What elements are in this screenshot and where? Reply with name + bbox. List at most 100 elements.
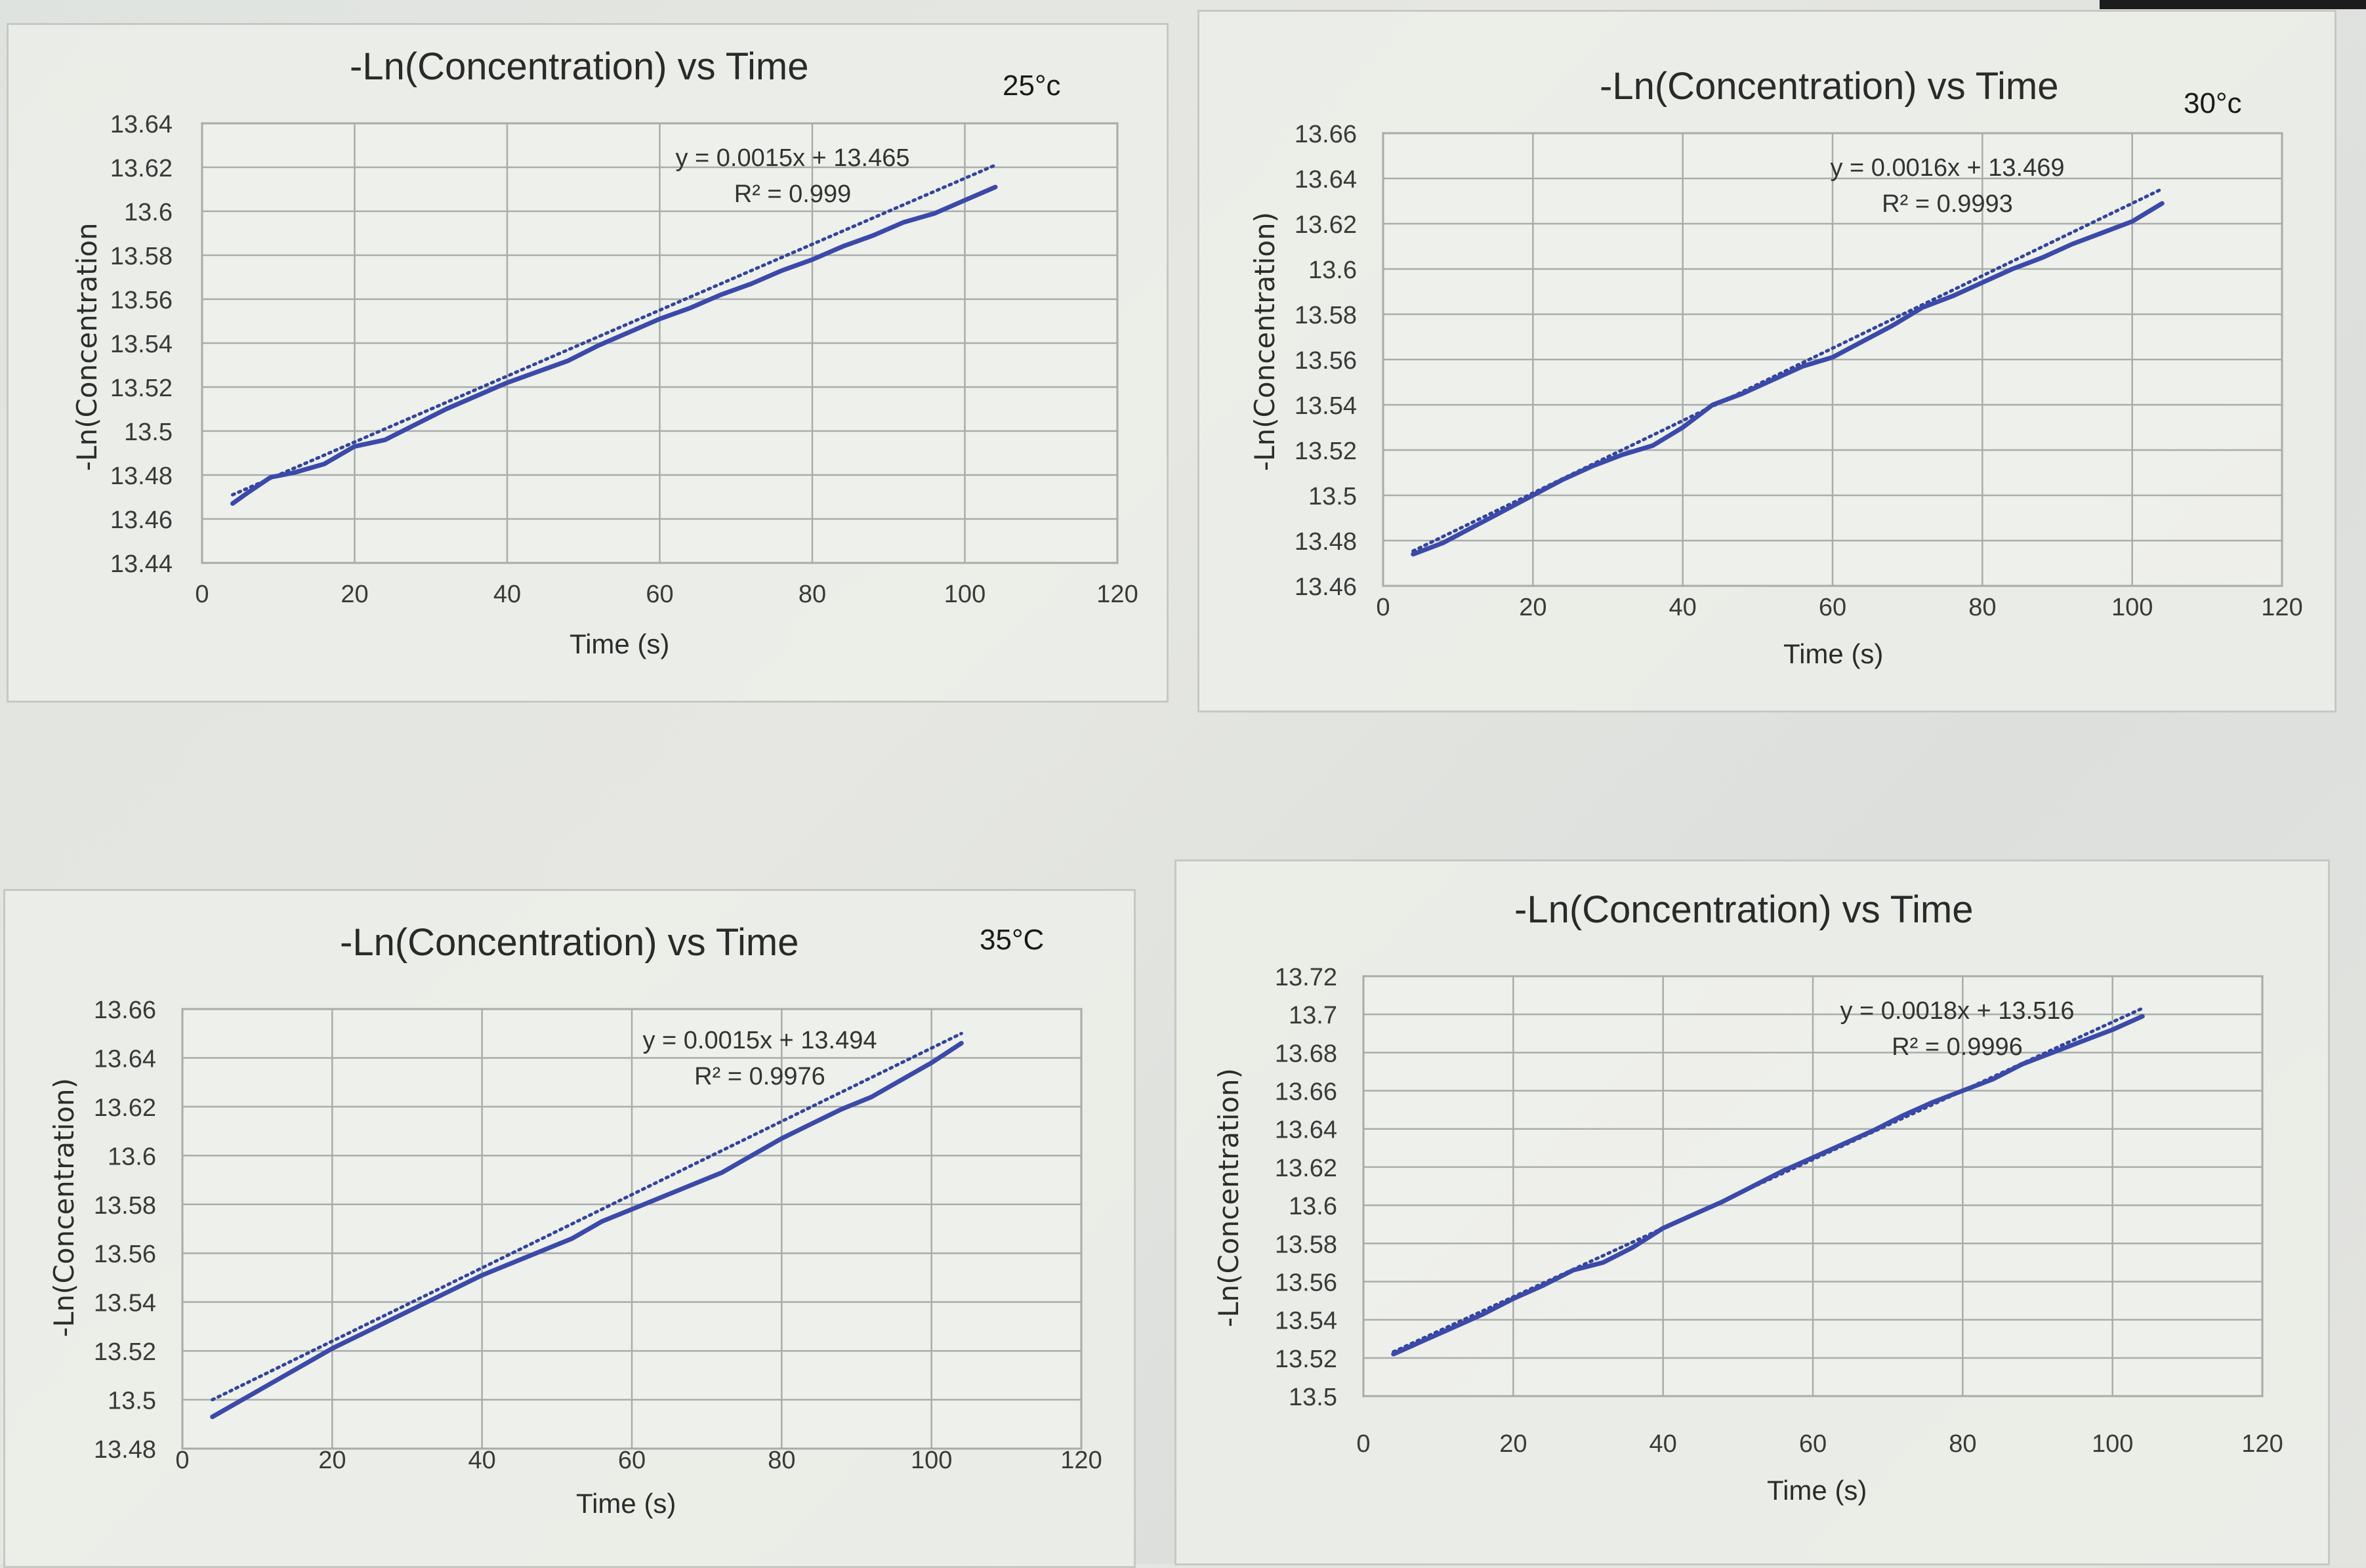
chart-panel-4: -Ln(Concentration) vs Time -Ln(Concentra…: [1174, 859, 2330, 1565]
x-tick-label: 60: [646, 581, 673, 608]
y-tick-label: 13.68: [1275, 1040, 1337, 1067]
dark-screen-edge: [2100, 0, 2366, 9]
x-tick-label: 20: [341, 581, 368, 608]
x-tick-label: 80: [1968, 594, 1996, 621]
data-series-line: [210, 1041, 964, 1420]
y-tick-label: 13.5: [108, 1388, 156, 1415]
y-tick-label: 13.54: [1275, 1308, 1337, 1335]
y-tick-label: 13.62: [1295, 211, 1357, 239]
y-tick-label: 13.58: [110, 243, 173, 270]
y-tick-label: 13.6: [1289, 1193, 1337, 1220]
x-tick-label: 120: [2241, 1430, 2283, 1458]
y-tick-label: 13.62: [1275, 1155, 1337, 1182]
y-tick-label: 13.64: [94, 1045, 156, 1073]
y-tick-label: 13.64: [110, 111, 173, 138]
y-tick-label: 13.46: [110, 506, 173, 534]
x-axis-label: Time (s): [576, 1488, 676, 1519]
y-tick-label: 13.6: [124, 199, 173, 226]
y-tick-label: 13.52: [94, 1338, 156, 1366]
r-squared-value: R² = 0.9996: [1892, 1033, 2023, 1061]
x-tick-label: 100: [944, 581, 986, 608]
data-series-line: [1391, 1014, 2145, 1357]
y-tick-label: 13.5: [1308, 483, 1357, 510]
y-tick-label: 13.58: [1295, 302, 1357, 329]
y-tick-label: 13.62: [94, 1094, 156, 1122]
y-tick-label: 13.54: [94, 1290, 156, 1317]
chart-title: -Ln(Concentration) vs Time: [340, 921, 799, 964]
x-tick-label: 0: [195, 581, 209, 608]
temperature-label: 25°c: [1003, 70, 1061, 102]
x-tick-label: 40: [468, 1447, 496, 1474]
chart-panel-25c: -Ln(Concentration) vs Time 25°c -Ln(Conc…: [7, 23, 1169, 703]
y-tick-label: 13.56: [110, 287, 173, 314]
data-series-line: [1411, 201, 2165, 557]
y-tick-label: 13.5: [1289, 1384, 1337, 1411]
y-tick-label: 13.56: [1275, 1269, 1337, 1296]
y-tick-label: 13.58: [1275, 1231, 1337, 1258]
r-squared-value: R² = 0.999: [734, 180, 852, 208]
chart-title: -Ln(Concentration) vs Time: [1600, 65, 2059, 108]
x-tick-label: 80: [799, 581, 826, 608]
y-tick-label: 13.56: [94, 1241, 156, 1268]
chart-panel-30c: -Ln(Concentration) vs Time 30°c -Ln(Conc…: [1197, 10, 2336, 712]
x-tick-label: 60: [1819, 594, 1846, 621]
trendline-equation: y = 0.0018x + 13.516: [1840, 997, 2074, 1025]
x-tick-label: 0: [1376, 594, 1390, 621]
x-tick-label: 100: [2092, 1430, 2133, 1458]
x-tick-label: 40: [1650, 1430, 1677, 1458]
y-tick-label: 13.66: [94, 997, 156, 1024]
r-squared-value: R² = 0.9976: [694, 1063, 825, 1090]
r-squared-value: R² = 0.9993: [1882, 190, 2013, 218]
plot-area: 13.66 13.64 13.62 13.6 13.58 13.56 13.54 13.52 1…: [94, 997, 1102, 1474]
x-tick-label: 120: [1060, 1447, 1102, 1474]
x-tick-label: 0: [175, 1447, 189, 1474]
y-tick-label: 13.56: [1295, 347, 1357, 375]
x-tick-label: 40: [493, 581, 521, 608]
y-tick-label: 13.62: [110, 155, 173, 182]
y-tick-label: 13.72: [1275, 964, 1337, 991]
plot-area: 13.72 13.7 13.68 13.66 13.64 13.62 13.6 13.58 13…: [1275, 964, 2283, 1458]
y-tick-label: 13.48: [1295, 528, 1357, 556]
y-tick-label: 13.52: [110, 375, 173, 402]
temperature-label: 30°c: [2184, 87, 2242, 119]
x-axis-label: Time (s): [570, 629, 670, 659]
trendline-equation: y = 0.0016x + 13.469: [1830, 154, 2064, 182]
y-tick-label: 13.64: [1295, 166, 1357, 194]
y-tick-label: 13.46: [1295, 573, 1357, 601]
linear-trendline: [211, 1031, 963, 1402]
x-tick-label: 80: [768, 1447, 795, 1474]
temperature-label: 35°C: [980, 924, 1045, 956]
x-tick-label: 60: [1799, 1430, 1827, 1458]
x-tick-label: 40: [1669, 594, 1697, 621]
x-axis-label: Time (s): [1783, 638, 1884, 669]
y-tick-label: 13.66: [1295, 121, 1357, 148]
data-series-line: [230, 184, 998, 506]
y-tick-label: 13.48: [94, 1436, 156, 1464]
chart-title: -Ln(Concentration) vs Time: [350, 45, 809, 88]
x-tick-label: 100: [911, 1447, 952, 1474]
x-tick-label: 60: [618, 1447, 646, 1474]
plot-area: 13.64 13.62 13.6 13.58 13.56 13.54 13.52 13.5 13…: [110, 111, 1138, 608]
y-tick-label: 13.7: [1289, 1002, 1337, 1029]
trendline-equation: y = 0.0015x + 13.494: [642, 1027, 877, 1054]
y-tick-label: 13.52: [1295, 438, 1357, 465]
y-tick-label: 13.64: [1275, 1117, 1337, 1144]
y-tick-label: 13.44: [110, 550, 173, 578]
y-tick-label: 13.52: [1275, 1346, 1337, 1373]
y-tick-label: 13.58: [94, 1192, 156, 1220]
y-tick-label: 13.66: [1275, 1079, 1337, 1106]
y-tick-label: 13.54: [1295, 392, 1357, 420]
x-tick-label: 100: [2111, 594, 2153, 621]
x-tick-label: 120: [2261, 594, 2302, 621]
x-tick-label: 20: [1499, 1430, 1527, 1458]
y-tick-label: 13.6: [108, 1143, 156, 1170]
x-tick-label: 0: [1356, 1430, 1370, 1458]
y-tick-label: 13.54: [110, 331, 173, 358]
y-tick-label: 13.6: [1308, 257, 1357, 284]
x-tick-label: 20: [318, 1447, 346, 1474]
y-tick-label: 13.48: [110, 463, 173, 490]
plot-area: 13.66 13.64 13.62 13.6 13.58 13.56 13.54 13.52 1…: [1295, 121, 2303, 621]
trendline-equation: y = 0.0015x + 13.465: [675, 144, 909, 172]
x-tick-label: 80: [1949, 1430, 1976, 1458]
x-tick-label: 20: [1519, 594, 1546, 621]
